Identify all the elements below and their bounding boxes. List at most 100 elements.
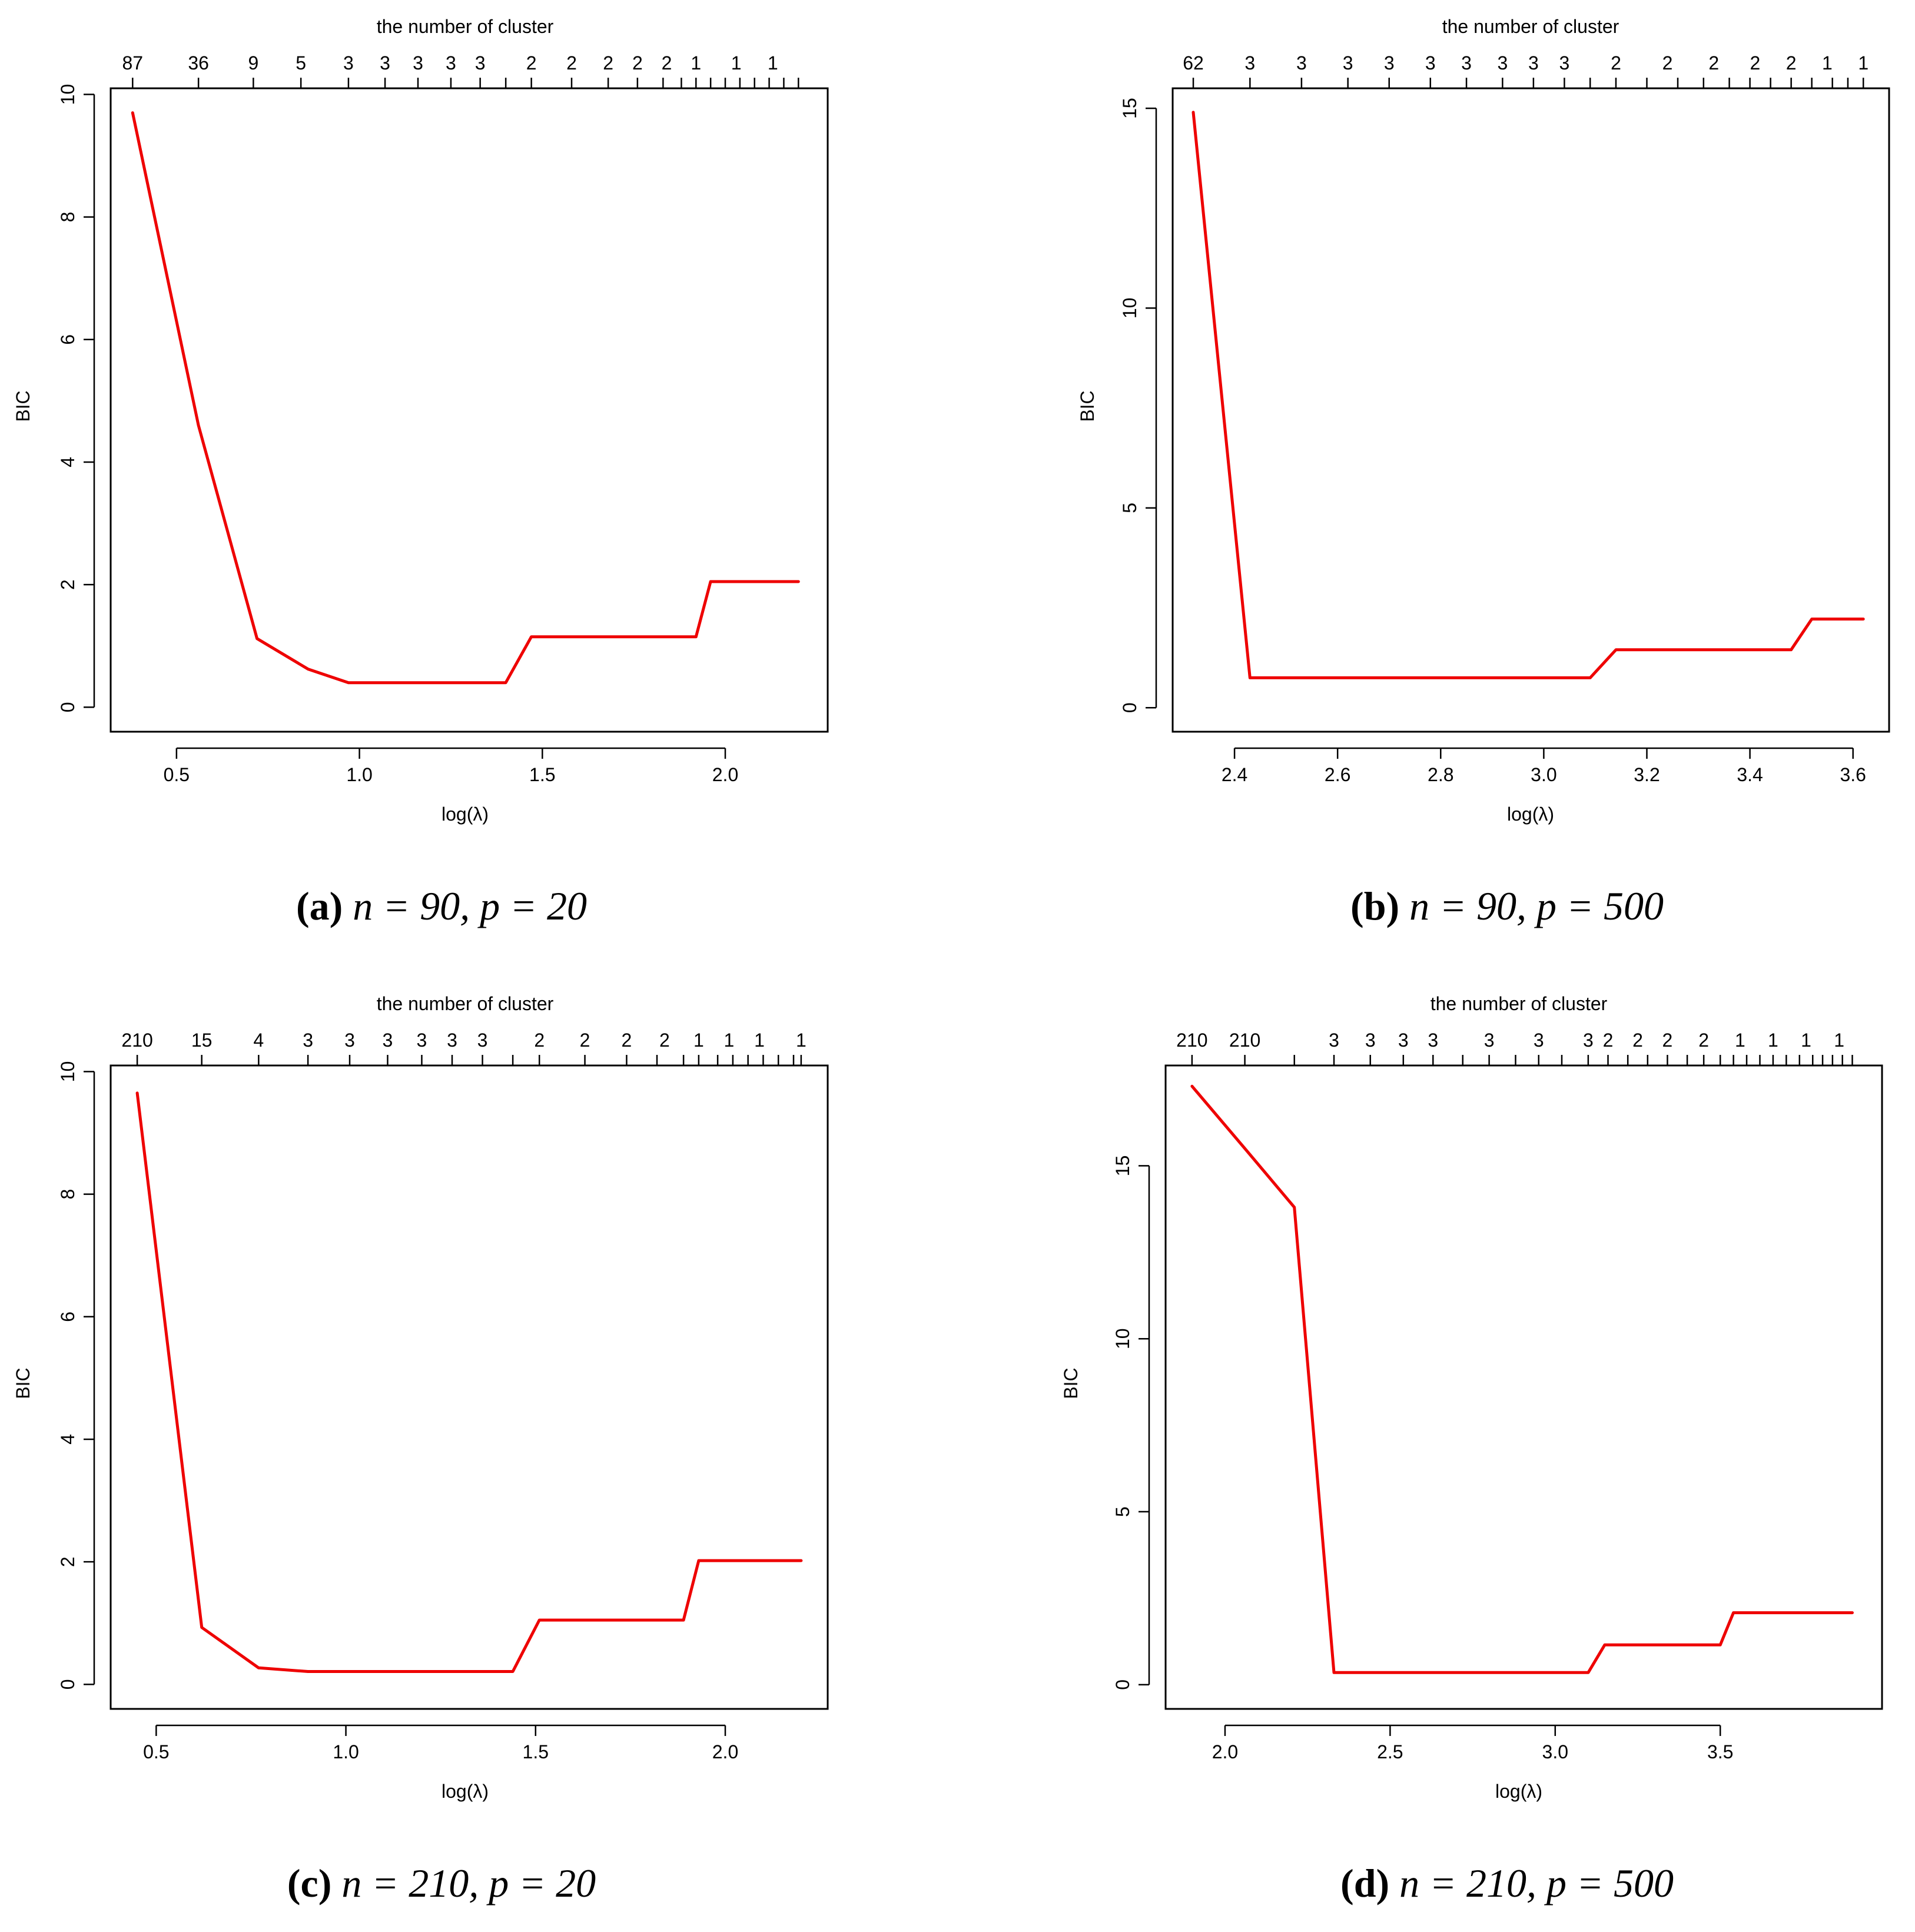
y-tick-label: 4	[57, 457, 78, 467]
caption-text: n = 210, p = 20	[341, 1861, 596, 1906]
top-tick-label: 1	[754, 1030, 765, 1051]
y-tick-label: 10	[1112, 1328, 1133, 1349]
y-tick-label: 10	[1119, 298, 1140, 319]
top-tick-label: 3	[344, 1030, 355, 1051]
x-axis-title: log(λ)	[1495, 1781, 1542, 1802]
y-tick-label: 0	[57, 702, 78, 712]
y-tick-label: 8	[57, 212, 78, 223]
bic-series-line	[131, 111, 800, 685]
top-tick-label: 1	[731, 52, 742, 74]
top-tick-label: 3	[1244, 52, 1255, 74]
top-tick-label: 2	[566, 52, 577, 74]
top-tick-label: 1	[1822, 52, 1833, 74]
y-tick-label: 8	[57, 1189, 78, 1200]
x-tick-label: 1.0	[346, 764, 372, 785]
y-axis-title: BIC	[12, 1367, 34, 1399]
top-tick-label: 3	[447, 1030, 457, 1051]
top-tick-label: 3	[1398, 1030, 1409, 1051]
y-tick-label: 0	[57, 1679, 78, 1689]
x-tick-label: 2.5	[1377, 1741, 1403, 1762]
y-axis-title: BIC	[12, 390, 34, 421]
x-tick-label: 3.4	[1737, 764, 1763, 785]
top-tick-label: 210	[1229, 1030, 1260, 1051]
x-tick-label: 1.0	[333, 1741, 359, 1762]
top-axis-title: the number of cluster	[1442, 16, 1619, 37]
top-tick-label: 87	[122, 52, 143, 74]
top-tick-label: 2	[1662, 52, 1673, 74]
top-tick-label: 2	[659, 1030, 670, 1051]
x-tick-label: 2.8	[1428, 764, 1453, 785]
y-axis-title: BIC	[1077, 390, 1098, 421]
top-tick-label: 3	[1484, 1030, 1495, 1051]
top-tick-label: 3	[475, 52, 486, 74]
top-tick-label: 2	[580, 1030, 590, 1051]
top-tick-label: 1	[691, 52, 701, 74]
top-tick-label: 15	[191, 1030, 213, 1051]
top-tick-label: 3	[1528, 52, 1539, 74]
y-tick-label: 4	[57, 1434, 78, 1445]
y-tick-label: 0	[1112, 1679, 1133, 1690]
caption-d: (d) n = 210, p = 500	[1340, 1860, 1674, 1907]
caption-tag: (c)	[287, 1861, 332, 1906]
caption-tag: (b)	[1350, 884, 1400, 928]
top-tick-label: 210	[1176, 1030, 1207, 1051]
top-tick-label: 3	[1428, 1030, 1438, 1051]
caption-text: n = 210, p = 500	[1399, 1861, 1674, 1906]
top-tick-label: 5	[296, 52, 306, 74]
top-tick-label: 1	[1735, 1030, 1745, 1051]
y-tick-label: 15	[1119, 98, 1140, 119]
x-axis-title: log(λ)	[1507, 804, 1554, 825]
top-tick-label: 3	[1534, 1030, 1544, 1051]
top-tick-label: 3	[1343, 52, 1353, 74]
top-tick-label: 1	[724, 1030, 735, 1051]
y-tick-label: 0	[1119, 702, 1140, 713]
top-tick-label: 3	[417, 1030, 427, 1051]
y-tick-label: 2	[57, 1556, 78, 1567]
top-tick-label: 2	[1632, 1030, 1643, 1051]
top-tick-label: 1	[693, 1030, 704, 1051]
x-tick-label: 3.0	[1531, 764, 1556, 785]
x-tick-label: 2.0	[1212, 1741, 1238, 1762]
top-tick-label: 3	[446, 52, 456, 74]
x-tick-label: 1.5	[529, 764, 555, 785]
x-tick-label: 2.6	[1325, 764, 1350, 785]
caption-c: (c) n = 210, p = 20	[287, 1860, 596, 1907]
top-tick-label: 3	[1583, 1030, 1594, 1051]
x-tick-label: 2.0	[712, 764, 738, 785]
top-tick-label: 3	[1329, 1030, 1339, 1051]
y-tick-label: 5	[1112, 1506, 1133, 1517]
top-tick-label: 2	[1698, 1030, 1709, 1051]
bic-series-line	[1190, 1084, 1854, 1674]
caption-text: n = 90, p = 20	[353, 884, 588, 928]
top-tick-label: 3	[1384, 52, 1395, 74]
x-axis-title: log(λ)	[442, 1781, 489, 1802]
x-tick-label: 1.5	[523, 1741, 549, 1762]
top-tick-label: 3	[1296, 52, 1307, 74]
top-tick-label: 3	[1365, 1030, 1376, 1051]
y-tick-label: 6	[57, 334, 78, 345]
top-tick-label: 4	[253, 1030, 264, 1051]
top-tick-label: 1	[1801, 1030, 1811, 1051]
top-tick-label: 3	[1559, 52, 1570, 74]
top-tick-label: 1	[1858, 52, 1868, 74]
top-tick-label: 3	[1461, 52, 1472, 74]
top-axis-title: the number of cluster	[377, 16, 554, 37]
top-tick-label: 2	[534, 1030, 545, 1051]
top-tick-label: 2	[603, 52, 613, 74]
caption-a: (a) n = 90, p = 20	[296, 883, 587, 930]
top-tick-label: 2	[1750, 52, 1760, 74]
top-tick-label: 2	[1662, 1030, 1673, 1051]
top-tick-label: 1	[1834, 1030, 1844, 1051]
y-axis-title: BIC	[1060, 1367, 1081, 1399]
caption-tag: (a)	[296, 884, 343, 928]
caption-b: (b) n = 90, p = 500	[1350, 883, 1664, 930]
top-tick-label: 3	[303, 1030, 313, 1051]
y-tick-label: 10	[57, 1061, 78, 1083]
caption-text: n = 90, p = 500	[1409, 884, 1664, 928]
top-tick-label: 2	[622, 1030, 632, 1051]
top-tick-label: 3	[1425, 52, 1436, 74]
